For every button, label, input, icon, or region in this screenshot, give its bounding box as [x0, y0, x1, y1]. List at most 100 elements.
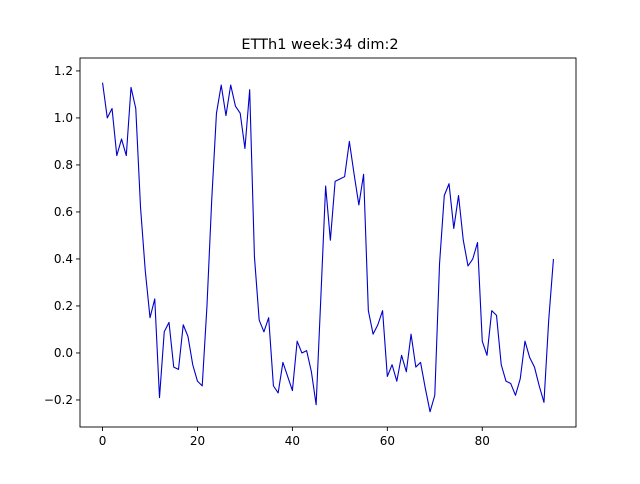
data-point: [282, 362, 283, 363]
chart-title: ETTh1 week:34 dim:2: [241, 37, 398, 53]
axes-frame: [79, 57, 577, 428]
data-point: [486, 355, 487, 356]
data-point: [363, 174, 364, 175]
y-tick-label: 0.6: [54, 205, 73, 219]
data-point: [354, 174, 355, 175]
data-point: [524, 341, 525, 342]
data-point: [344, 176, 345, 177]
data-point: [501, 364, 502, 365]
data-point: [368, 310, 369, 311]
x-tick-label: 0: [99, 434, 107, 448]
data-point: [410, 334, 411, 335]
data-point: [145, 270, 146, 271]
x-tick-label: 20: [190, 434, 205, 448]
data-point: [235, 106, 236, 107]
data-point: [121, 138, 122, 139]
data-point: [401, 355, 402, 356]
data-point: [154, 298, 155, 299]
data-point: [240, 113, 241, 114]
series-line: [102, 82, 554, 413]
data-point: [140, 207, 141, 208]
x-tick-label: 60: [380, 434, 395, 448]
data-point: [102, 82, 103, 83]
data-point: [529, 357, 530, 358]
data-point: [534, 366, 535, 367]
data-point: [287, 376, 288, 377]
data-point: [406, 371, 407, 372]
data-point: [135, 108, 136, 109]
data-point: [358, 204, 359, 205]
y-tick-label: 0.2: [54, 299, 73, 313]
data-point: [292, 390, 293, 391]
data-point: [268, 317, 269, 318]
data-point: [111, 108, 112, 109]
data-point: [178, 369, 179, 370]
y-tick-label: 0.0: [54, 346, 73, 360]
data-point: [197, 381, 198, 382]
data-point: [491, 310, 492, 311]
x-tick-label: 40: [285, 434, 300, 448]
data-point: [429, 411, 430, 412]
data-point: [463, 240, 464, 241]
data-point: [306, 350, 307, 351]
data-point: [387, 376, 388, 377]
data-point: [301, 352, 302, 353]
data-point: [149, 317, 150, 318]
data-point: [249, 89, 250, 90]
y-tick-label: 0.8: [54, 158, 73, 172]
data-point: [458, 195, 459, 196]
data-point: [330, 240, 331, 241]
data-point: [372, 334, 373, 335]
data-point: [216, 113, 217, 114]
y-tick-label: −0.2: [44, 393, 73, 407]
data-point: [482, 341, 483, 342]
data-point: [444, 195, 445, 196]
data-point: [349, 141, 350, 142]
x-tick-label: 80: [475, 434, 490, 448]
y-tick-label: 1.0: [54, 111, 73, 125]
y-tick-label: 1.2: [54, 64, 73, 78]
data-point: [439, 263, 440, 264]
data-point: [320, 296, 321, 297]
data-point: [211, 200, 212, 201]
data-point: [126, 155, 127, 156]
data-point: [173, 366, 174, 367]
data-point: [396, 381, 397, 382]
data-point: [477, 242, 478, 243]
data-point: [187, 336, 188, 337]
data-point: [116, 155, 117, 156]
data-point: [183, 324, 184, 325]
data-point: [107, 117, 108, 118]
data-point: [273, 385, 274, 386]
data-point: [254, 256, 255, 257]
data-point: [316, 404, 317, 405]
data-point: [168, 322, 169, 323]
data-point: [520, 378, 521, 379]
plot-area: 0 20 40 60 80 −0.2 0.0 0.2 0.4 0.6 0.8 1.0 1.2: [44, 57, 577, 448]
data-point: [377, 324, 378, 325]
data-point: [230, 84, 231, 85]
data-point: [391, 364, 392, 365]
data-point: [382, 310, 383, 311]
data-point: [335, 181, 336, 182]
y-tick-label: 0.4: [54, 252, 73, 266]
data-point: [420, 362, 421, 363]
data-point: [425, 388, 426, 389]
data-point: [553, 258, 554, 259]
data-point: [415, 366, 416, 367]
data-point: [339, 178, 340, 179]
data-point: [311, 371, 312, 372]
data-point: [202, 385, 203, 386]
data-point: [467, 265, 468, 266]
data-point: [539, 385, 540, 386]
data-point: [159, 397, 160, 398]
data-point: [472, 258, 473, 259]
data-point: [448, 183, 449, 184]
data-point: [192, 364, 193, 365]
data-point: [297, 341, 298, 342]
data-point: [453, 228, 454, 229]
data-point: [164, 331, 165, 332]
data-point: [434, 395, 435, 396]
data-point: [543, 402, 544, 403]
